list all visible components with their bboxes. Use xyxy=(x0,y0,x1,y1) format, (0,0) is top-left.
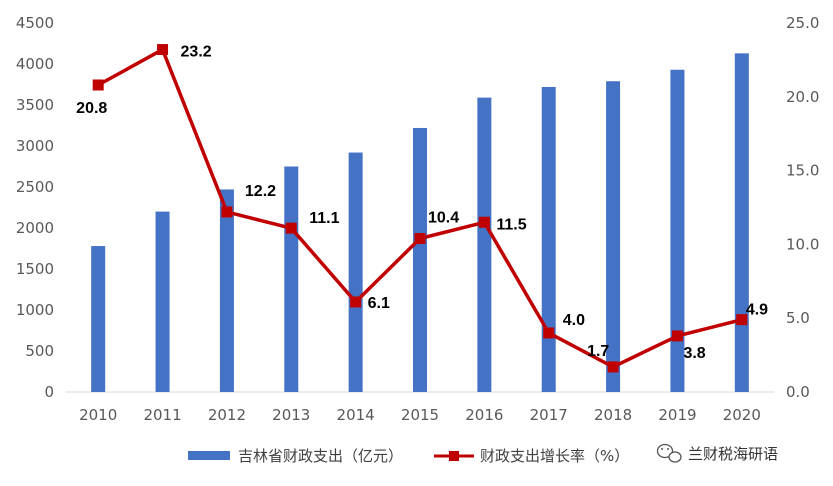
data-label: 11.1 xyxy=(309,210,339,227)
data-label: 12.2 xyxy=(245,183,276,200)
bar xyxy=(670,69,685,393)
x-tick-label: 2010 xyxy=(79,406,117,424)
x-tick-label: 2016 xyxy=(465,406,503,424)
watermark-text: 兰财税海研语 xyxy=(688,445,778,463)
bar xyxy=(734,53,749,393)
line-marker xyxy=(92,79,104,91)
line-series xyxy=(92,44,748,373)
line-marker xyxy=(414,232,426,244)
left-tick-label: 4000 xyxy=(16,55,54,73)
right-tick-label: 10.0 xyxy=(786,235,819,253)
x-tick-label: 2018 xyxy=(594,406,632,424)
data-label: 4.9 xyxy=(746,302,768,319)
x-tick-label: 2020 xyxy=(723,406,761,424)
left-tick-label: 4500 xyxy=(16,14,54,32)
data-label: 10.4 xyxy=(428,209,459,226)
x-axis-ticks: 2010 2011 2012 2013 2014 2015 2016 2017 2018 2019… xyxy=(79,406,761,424)
x-tick-label: 2013 xyxy=(272,406,310,424)
right-tick-label: 0.0 xyxy=(786,383,810,401)
legend-label-line: 财政支出增长率（%） xyxy=(480,447,629,465)
bar-series xyxy=(91,53,749,393)
left-axis-ticks: 0 500 1000 1500 2000 2500 3000 3500 4000 4500 xyxy=(16,14,54,401)
right-axis-ticks: 0.0 5.0 10.0 15.0 20.0 25.0 xyxy=(786,14,819,401)
bar xyxy=(348,152,363,392)
line-marker xyxy=(607,361,619,373)
data-label: 1.7 xyxy=(587,343,609,360)
legend-label-bar: 吉林省财政支出（亿元） xyxy=(238,447,403,465)
data-labels: 20.8 23.2 12.2 11.1 6.1 10.4 11.5 4.01.7 3.8 4.9 xyxy=(76,44,768,362)
x-tick-label: 2011 xyxy=(143,406,181,424)
line-marker xyxy=(157,44,169,56)
bar xyxy=(413,127,427,393)
left-tick-label: 500 xyxy=(25,342,54,360)
legend-swatch-bar xyxy=(188,451,230,460)
wechat-icon xyxy=(656,443,682,463)
line-marker xyxy=(350,296,362,308)
bar xyxy=(541,86,556,393)
x-tick-label: 2014 xyxy=(337,406,375,424)
left-tick-label: 2000 xyxy=(16,219,54,237)
data-label: 23.2 xyxy=(181,44,212,61)
left-tick-label: 1500 xyxy=(16,260,54,278)
line-marker xyxy=(221,206,233,218)
bar xyxy=(284,166,299,392)
bar xyxy=(155,211,170,392)
bar xyxy=(477,97,492,393)
right-tick-label: 20.0 xyxy=(786,88,819,106)
x-tick-label: 2017 xyxy=(530,406,568,424)
legend: 吉林省财政支出（亿元） 财政支出增长率（%） xyxy=(188,447,629,465)
left-tick-label: 1000 xyxy=(16,301,54,319)
line-marker xyxy=(478,216,490,228)
left-tick-label: 2500 xyxy=(16,178,54,196)
bar xyxy=(91,246,106,392)
left-tick-label: 3000 xyxy=(16,137,54,155)
x-tick-label: 2012 xyxy=(208,406,246,424)
line-marker xyxy=(543,327,555,339)
x-tick-label: 2019 xyxy=(658,406,696,424)
data-label: 3.8 xyxy=(683,345,705,362)
left-tick-label: 0 xyxy=(44,383,54,401)
line-marker xyxy=(671,330,683,342)
data-label: 6.1 xyxy=(368,295,390,312)
bar xyxy=(219,189,234,392)
right-tick-label: 25.0 xyxy=(786,14,819,32)
right-tick-label: 15.0 xyxy=(786,162,819,180)
legend-swatch-marker xyxy=(449,451,459,461)
left-tick-label: 3500 xyxy=(16,96,54,114)
data-label: 11.5 xyxy=(496,216,526,233)
x-tick-label: 2015 xyxy=(401,406,439,424)
bar xyxy=(606,81,621,392)
watermark: 兰财税海研语 xyxy=(656,443,778,463)
line-marker xyxy=(285,222,297,234)
data-label: 20.8 xyxy=(76,100,107,117)
data-label: 4.0 xyxy=(563,312,585,329)
line-marker xyxy=(736,314,748,326)
right-tick-label: 5.0 xyxy=(786,309,810,327)
